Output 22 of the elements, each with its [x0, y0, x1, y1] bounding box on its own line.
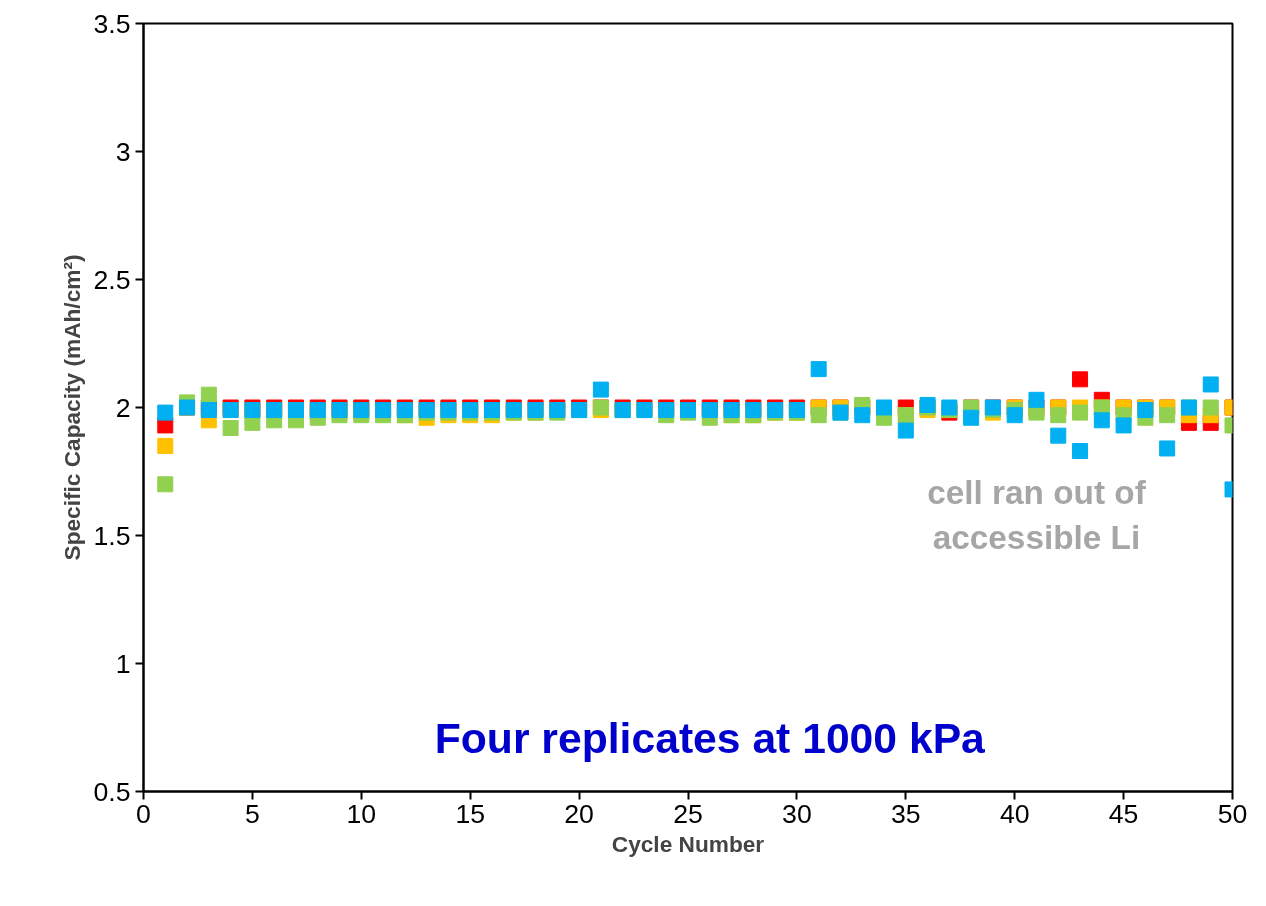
- x-tick-label: 15: [455, 798, 486, 829]
- x-tick-label: 20: [564, 798, 594, 829]
- x-tick-label: 40: [999, 798, 1030, 829]
- x-tick-label: 10: [346, 798, 377, 829]
- x-tick-label: 25: [673, 798, 703, 829]
- y-tick-label: 1: [115, 648, 131, 679]
- x-tick-label: 0: [136, 798, 151, 829]
- x-tick-label: 30: [782, 798, 812, 829]
- x-tick-label: 50: [1217, 798, 1248, 829]
- x-tick-label: 5: [244, 798, 260, 829]
- y-tick-label: 3: [115, 136, 131, 167]
- annotation: Four replicates at 1000 kPa: [434, 713, 986, 762]
- y-tick-label: 0.5: [93, 776, 131, 807]
- y-tick-label: 1.5: [93, 520, 131, 551]
- x-tick-label: 35: [890, 798, 921, 829]
- annotation: cell ran out of accessible Li: [927, 474, 1147, 556]
- x-tick-label: 45: [1108, 798, 1139, 829]
- x-axis-title: Cycle Number: [611, 830, 765, 857]
- y-tick-label: 2.5: [93, 264, 131, 295]
- y-tick-label: 2: [115, 392, 131, 423]
- y-tick-label: 3.5: [93, 8, 131, 39]
- y-axis-title: Specific Capacity (mAh/cm²): [59, 254, 86, 561]
